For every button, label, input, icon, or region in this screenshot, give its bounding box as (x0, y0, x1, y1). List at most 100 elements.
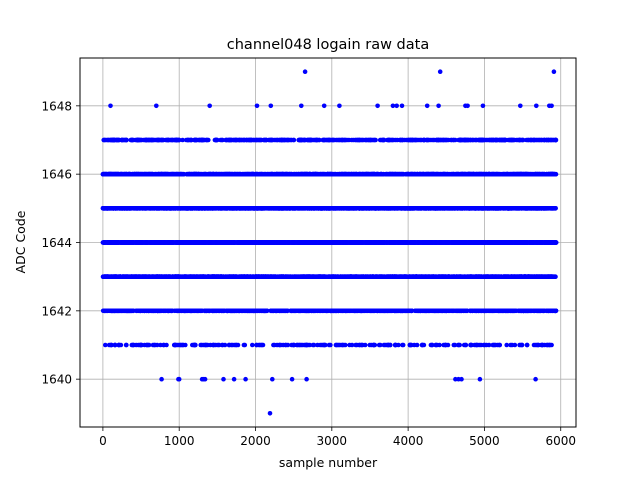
data-point (193, 274, 198, 280)
data-point (277, 308, 282, 314)
data-point (420, 308, 425, 314)
data-point (228, 274, 234, 280)
data-point (210, 308, 215, 314)
data-point (455, 274, 460, 280)
data-point (356, 308, 362, 314)
data-point (260, 308, 266, 314)
data-point (239, 274, 244, 280)
data-point (168, 308, 174, 314)
data-point (311, 274, 317, 280)
data-point (140, 308, 146, 314)
data-point (199, 308, 204, 314)
data-point (188, 274, 194, 280)
data-point (245, 274, 250, 280)
data-point (476, 308, 482, 314)
data-point (432, 308, 438, 314)
data-point (390, 274, 396, 280)
data-point (201, 274, 207, 280)
data-point (280, 308, 286, 314)
data-point (408, 308, 414, 314)
data-point (292, 308, 298, 314)
data-point (338, 274, 344, 280)
data-point (320, 274, 325, 280)
data-point (485, 274, 490, 280)
data-point (225, 308, 230, 314)
data-point (501, 274, 507, 280)
data-point (193, 308, 199, 314)
data-point (382, 308, 388, 314)
data-point (476, 274, 482, 280)
data-point (174, 274, 179, 280)
data-point (534, 274, 539, 280)
data-point (538, 308, 543, 314)
data-point (368, 308, 374, 314)
data-point (325, 308, 331, 314)
data-point (151, 274, 157, 280)
data-point (416, 274, 422, 280)
data-point (151, 308, 156, 314)
data-point (312, 308, 317, 314)
data-point (523, 274, 528, 280)
data-point (413, 308, 419, 314)
data-point (515, 274, 521, 280)
data-point (385, 308, 391, 314)
data-point (331, 274, 336, 280)
data-point (347, 274, 353, 280)
data-point (481, 308, 486, 314)
data-point (286, 274, 292, 280)
data-point (125, 308, 131, 314)
data-point (552, 308, 558, 314)
data-point (506, 308, 511, 314)
data-point (431, 274, 436, 280)
data-point (187, 308, 193, 314)
data-point (217, 274, 223, 280)
data-point (472, 274, 478, 280)
data-point (436, 308, 441, 314)
data-point (236, 308, 241, 314)
data-point (253, 274, 259, 280)
data-point (301, 274, 307, 280)
data-point (539, 274, 545, 280)
data-point (113, 274, 119, 280)
data-point (181, 308, 186, 314)
data-point (166, 274, 171, 280)
data-point (411, 274, 417, 280)
data-point (361, 308, 366, 314)
data-point (228, 308, 234, 314)
data-point (259, 274, 264, 280)
data-point (244, 308, 249, 314)
data-point (206, 308, 211, 314)
data-point (133, 274, 138, 280)
data-point (527, 308, 533, 314)
data-point (446, 274, 451, 280)
data-point (400, 308, 406, 314)
data-point (156, 274, 162, 280)
data-point (522, 308, 528, 314)
data-point (402, 274, 407, 280)
data-points (100, 69, 559, 416)
data-point (143, 274, 149, 280)
data-point (548, 274, 554, 280)
data-point (136, 308, 141, 314)
data-point (102, 274, 107, 280)
data-point (376, 274, 382, 280)
data-point (251, 308, 257, 314)
data-point (461, 308, 466, 314)
data-point (377, 308, 383, 314)
data-point (368, 274, 373, 280)
data-point (497, 308, 502, 314)
data-point (175, 308, 181, 314)
data-point (117, 308, 122, 314)
data-point (346, 308, 351, 314)
data-point (339, 308, 345, 314)
data-point (426, 308, 431, 314)
data-point (318, 308, 323, 314)
data-point (306, 308, 312, 314)
data-point (443, 308, 448, 314)
data-point (315, 274, 321, 280)
data-point (303, 308, 308, 314)
data-point (293, 274, 299, 280)
data-point (106, 308, 112, 314)
data-point (183, 274, 188, 280)
